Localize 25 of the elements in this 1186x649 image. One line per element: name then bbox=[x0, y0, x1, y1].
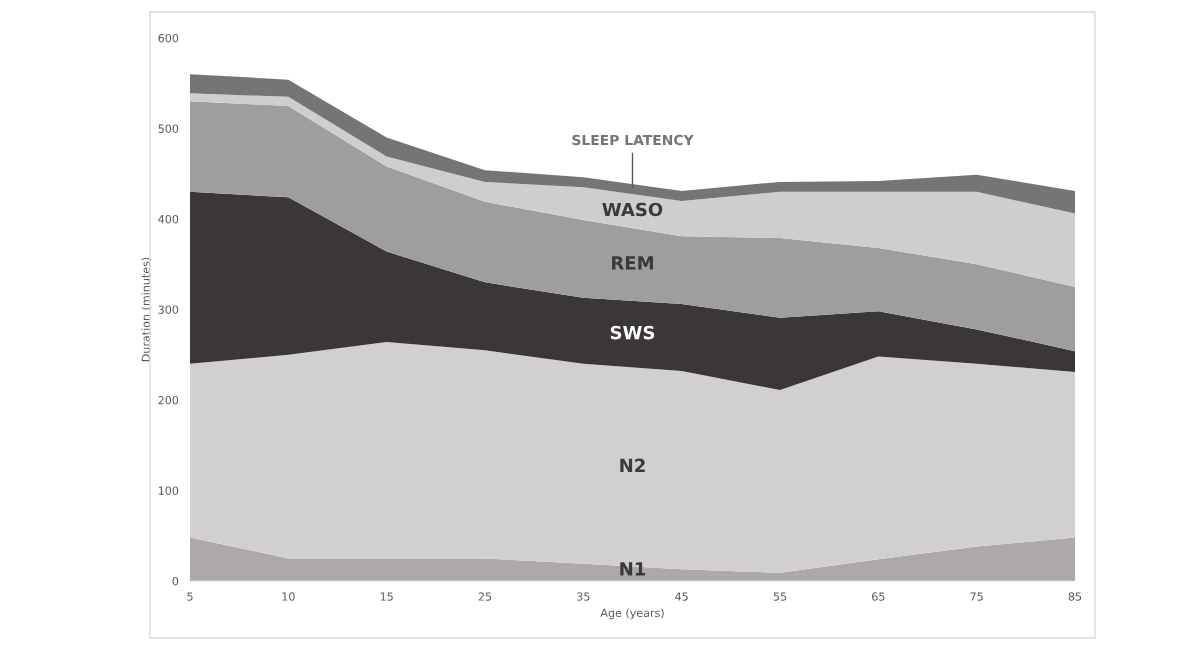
series-label: N1 bbox=[620, 562, 646, 576]
x-tick-label: 65 bbox=[872, 592, 885, 601]
series-label: REM bbox=[612, 256, 653, 270]
x-tick-label: 45 bbox=[675, 592, 688, 601]
series-label: WASO bbox=[602, 202, 663, 217]
x-tick-label: 55 bbox=[773, 592, 787, 601]
y-tick-label: 100 bbox=[158, 486, 179, 495]
x-tick-label: 10 bbox=[282, 592, 295, 601]
x-axis-title: Age (years) bbox=[600, 608, 664, 620]
x-tick-label: 25 bbox=[478, 592, 492, 601]
series-label: SWS bbox=[610, 325, 655, 340]
series-label: N2 bbox=[620, 458, 645, 472]
x-tick-label: 85 bbox=[1068, 592, 1082, 601]
y-tick-label: 600 bbox=[158, 33, 179, 43]
x-tick-label: 5 bbox=[187, 592, 193, 601]
y-tick-label: 200 bbox=[158, 395, 179, 405]
text: SLEEP LATENCY bbox=[572, 134, 694, 146]
y-axis-title: Duration (minutes) bbox=[141, 257, 152, 362]
y-tick-label: 400 bbox=[158, 214, 179, 224]
x-tick-label: 75 bbox=[970, 592, 983, 601]
y-tick-label: 0 bbox=[172, 576, 179, 586]
x-tick-label: 15 bbox=[380, 592, 393, 601]
y-tick-label: 500 bbox=[158, 124, 179, 133]
y-tick-label: 300 bbox=[158, 305, 179, 314]
x-tick-label: 35 bbox=[577, 592, 590, 601]
